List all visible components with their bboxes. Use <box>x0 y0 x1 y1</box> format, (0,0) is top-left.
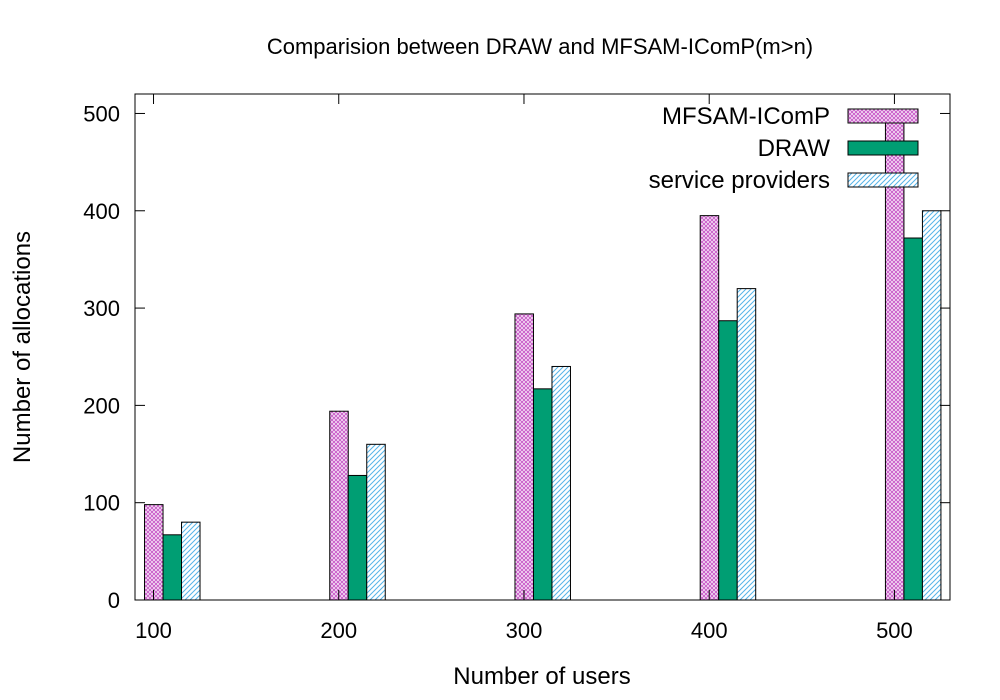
legend-swatch <box>847 172 919 188</box>
legend-swatch <box>847 108 919 124</box>
bar-draw-200 <box>347 474 368 601</box>
x-tick-label: 300 <box>506 618 543 643</box>
y-tick-label: 100 <box>83 491 120 516</box>
legend-swatch <box>847 140 919 156</box>
y-axis-ticks: 0 100 200 300 400 500 <box>83 101 950 613</box>
y-tick-label: 200 <box>83 393 120 418</box>
y-tick-label: 0 <box>108 588 120 613</box>
chart-title: Comparision between DRAW and MFSAM-IComP… <box>267 34 813 59</box>
bar-draw-300 <box>532 388 553 601</box>
y-axis-label: Number of allocations <box>9 231 36 463</box>
bar-service-providers-300 <box>551 365 571 601</box>
bar-service-providers-400 <box>736 288 757 601</box>
bar-mfsam-icomp-400 <box>699 215 720 601</box>
x-tick-label: 400 <box>691 618 728 643</box>
x-axis-ticks: 100 200 300 400 500 <box>135 94 913 643</box>
legend-label: service providers <box>649 167 830 194</box>
bar-service-providers-200 <box>366 443 386 601</box>
x-axis-label: Number of users <box>453 663 630 690</box>
legend-label: DRAW <box>758 135 831 162</box>
legend: MFSAM-IComP DRAW service providers <box>649 103 919 194</box>
y-tick-label: 300 <box>83 296 120 321</box>
y-tick-label: 500 <box>83 101 120 126</box>
y-tick-label: 400 <box>83 199 120 224</box>
x-tick-label: 100 <box>135 618 172 643</box>
bar-draw-400 <box>718 320 738 601</box>
x-tick-label: 500 <box>876 618 913 643</box>
bar-draw-500 <box>903 237 923 601</box>
bar-mfsam-icomp-200 <box>329 410 349 601</box>
bar-mfsam-icomp-300 <box>514 313 534 601</box>
bar-service-providers-100 <box>181 521 201 601</box>
bar-draw-100 <box>162 534 183 601</box>
x-tick-label: 200 <box>320 618 357 643</box>
bar-service-providers-500 <box>921 210 942 601</box>
bar-mfsam-icomp-100 <box>144 504 164 601</box>
legend-label: MFSAM-IComP <box>662 103 830 130</box>
plot-frame <box>134 93 951 601</box>
bar-mfsam-icomp-500 <box>884 116 905 601</box>
